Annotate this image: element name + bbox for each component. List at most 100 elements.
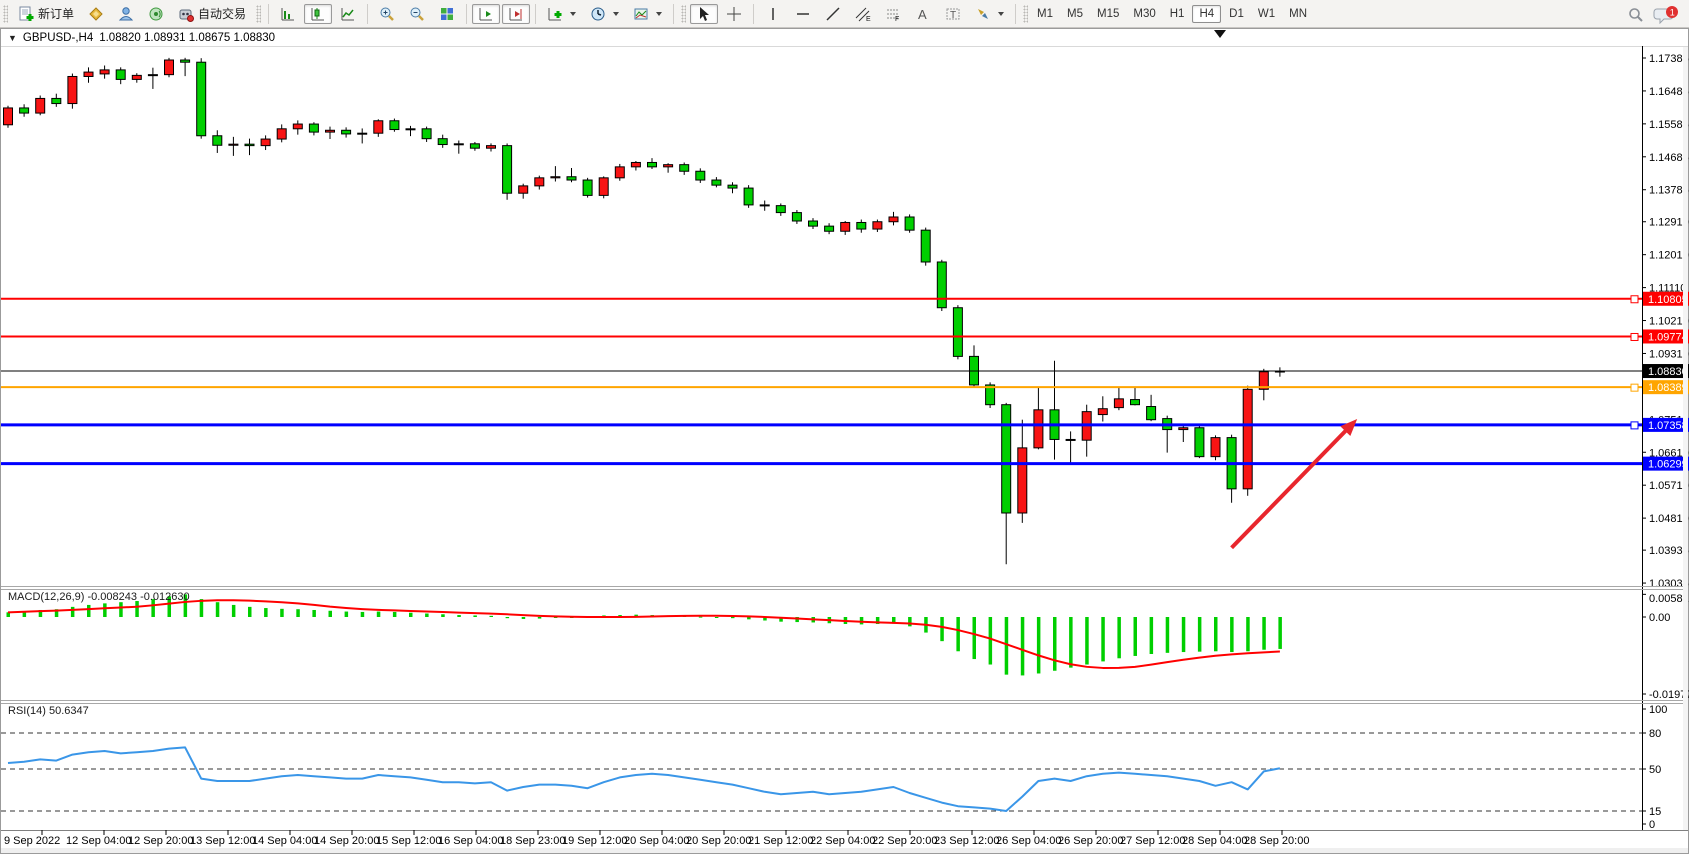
- price-tick-label: 1.04810: [1649, 513, 1689, 525]
- community-button[interactable]: [112, 4, 140, 24]
- candle: [663, 163, 674, 173]
- time-tick-label[interactable]: 23 Sep 12:00: [934, 835, 999, 847]
- crosshair-button[interactable]: [720, 4, 748, 24]
- timeframe-w1-button[interactable]: W1: [1257, 7, 1276, 20]
- toolbar-grip[interactable]: [3, 4, 8, 23]
- new-order-button[interactable]: 新订单: [12, 4, 80, 24]
- price-tick-label: 1.16485: [1649, 86, 1689, 98]
- line-chart-button[interactable]: [334, 4, 362, 24]
- time-tick-label[interactable]: 27 Sep 12:00: [1120, 835, 1185, 847]
- auto-trading-button[interactable]: 自动交易: [172, 4, 252, 24]
- arrows-button[interactable]: [969, 4, 1010, 24]
- time-tick-label[interactable]: 12 Sep 20:00: [128, 835, 193, 847]
- price-tick-label: 1.03935: [1649, 545, 1689, 557]
- toolbar-grip[interactable]: [1023, 4, 1029, 23]
- time-tick-label[interactable]: 18 Sep 23:00: [500, 835, 565, 847]
- timeframe-m30-button[interactable]: M30: [1133, 7, 1156, 20]
- timeframe-m1-button[interactable]: M1: [1037, 7, 1054, 20]
- indicators-icon: [547, 6, 563, 22]
- annotation-arrow[interactable]: [1230, 427, 1349, 550]
- time-tick-label[interactable]: 12 Sep 04:00: [66, 835, 131, 847]
- time-tick-label[interactable]: 16 Sep 04:00: [438, 835, 503, 847]
- annotation-arrow-head[interactable]: [1340, 418, 1358, 437]
- time-tick-label[interactable]: 14 Sep 04:00: [252, 835, 317, 847]
- candle-body-up: [1017, 447, 1028, 514]
- timeframe-m5-button[interactable]: M5: [1067, 7, 1083, 20]
- price-line-label-text: 1.07358: [1648, 420, 1688, 432]
- price-line-label-text: 1.06299: [1648, 459, 1688, 471]
- tile-windows-button[interactable]: [433, 4, 461, 24]
- search-icon[interactable]: [1627, 6, 1643, 22]
- svg-text:A: A: [918, 7, 927, 22]
- time-tick-label[interactable]: 26 Sep 04:00: [996, 835, 1061, 847]
- auto-scroll-button[interactable]: [472, 3, 501, 24]
- time-tick-label[interactable]: 13 Sep 12:00: [190, 835, 255, 847]
- chevron-down-icon[interactable]: ▼: [8, 33, 17, 43]
- cursor-button[interactable]: [690, 3, 719, 24]
- line-handle[interactable]: [1630, 421, 1639, 430]
- candle: [19, 104, 30, 117]
- time-tick-label[interactable]: 22 Sep 04:00: [810, 835, 875, 847]
- time-tick-label[interactable]: 15 Sep 12:00: [376, 835, 441, 847]
- chart-window[interactable]: 1.17385 1.16485 1.15585 1.14685 1.13785 1.129…: [0, 28, 1689, 854]
- candle-body-down: [824, 225, 835, 232]
- candle: [743, 185, 754, 208]
- notifications-icon[interactable]: 1: [1653, 5, 1679, 24]
- fibonacci-button[interactable]: F: [879, 4, 907, 24]
- cursor-arrow-icon: [696, 6, 712, 22]
- templates-button[interactable]: [627, 4, 668, 24]
- equidistant-channel-button[interactable]: E: [849, 4, 877, 24]
- timeframe-d1-button[interactable]: D1: [1229, 7, 1244, 20]
- text-label-button[interactable]: T: [939, 4, 967, 24]
- macd-histogram-bar: [38, 609, 43, 617]
- chart-canvas[interactable]: 1.17385 1.16485 1.15585 1.14685 1.13785 1.129…: [0, 28, 1689, 854]
- periods-button[interactable]: [584, 4, 625, 24]
- time-tick-label[interactable]: 28 Sep 04:00: [1182, 835, 1247, 847]
- time-tick-label[interactable]: 14 Sep 20:00: [314, 835, 379, 847]
- channel-icon: E: [855, 6, 871, 23]
- time-tick-label[interactable]: 9 Sep 2022: [4, 835, 60, 847]
- horizontal-line-button[interactable]: [789, 4, 817, 24]
- candle-body-up: [164, 59, 174, 76]
- timeframe-h4-button[interactable]: H4: [1192, 4, 1222, 23]
- line-handle[interactable]: [1630, 295, 1639, 304]
- candle-body-down: [502, 145, 513, 194]
- time-tick-label[interactable]: 28 Sep 20:00: [1244, 835, 1309, 847]
- time-tick-label[interactable]: 26 Sep 20:00: [1058, 835, 1123, 847]
- time-tick-label[interactable]: 19 Sep 12:00: [562, 835, 627, 847]
- history-center-button[interactable]: [82, 4, 110, 24]
- timeframe-m15-button[interactable]: M15: [1097, 7, 1120, 20]
- candle: [469, 141, 480, 151]
- candle-body-up: [1210, 437, 1221, 458]
- macd-signal-line: [7, 599, 1280, 669]
- zoom-out-button[interactable]: [403, 4, 431, 24]
- candle: [1130, 387, 1140, 406]
- candlestick-chart-button[interactable]: [304, 3, 333, 24]
- candle-body-down: [212, 135, 223, 146]
- time-tick-label[interactable]: 22 Sep 20:00: [872, 835, 937, 847]
- signals-button[interactable]: [142, 4, 170, 24]
- new-order-icon: [18, 6, 34, 22]
- chart-shift-button[interactable]: [502, 3, 531, 24]
- time-tick-label[interactable]: 20 Sep 04:00: [624, 835, 689, 847]
- time-tick-label[interactable]: 21 Sep 12:00: [748, 835, 813, 847]
- time-tick-label[interactable]: 20 Sep 20:00: [686, 835, 751, 847]
- candle-body-up: [840, 221, 851, 232]
- timeframe-mn-button[interactable]: MN: [1289, 7, 1307, 20]
- candle-body-up: [872, 221, 883, 230]
- vertical-line-button[interactable]: [759, 4, 787, 24]
- candle: [260, 135, 271, 151]
- macd-histogram-bar: [1133, 617, 1137, 656]
- indicators-button[interactable]: [541, 4, 582, 24]
- bar-chart-button[interactable]: [274, 4, 302, 24]
- timeframe-h1-button[interactable]: H1: [1169, 7, 1185, 20]
- toolbar-grip[interactable]: [256, 4, 262, 23]
- line-handle[interactable]: [1630, 383, 1639, 392]
- zoom-in-button[interactable]: [373, 4, 401, 24]
- window-bottom-strip: [1, 848, 1688, 853]
- candle: [872, 219, 883, 232]
- line-handle[interactable]: [1630, 332, 1639, 341]
- text-button[interactable]: A: [909, 4, 937, 24]
- toolbar-grip[interactable]: [681, 4, 687, 23]
- trendline-button[interactable]: [819, 4, 847, 24]
